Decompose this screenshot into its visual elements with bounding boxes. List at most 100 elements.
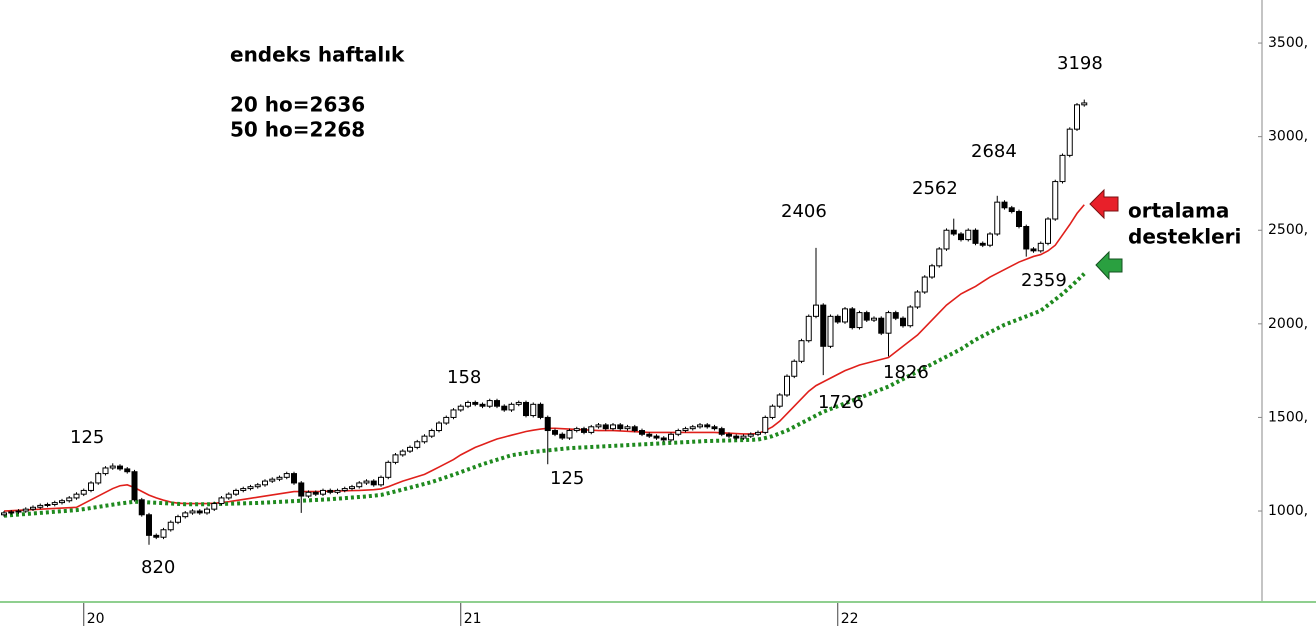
candle-body (820, 304, 827, 347)
candle-body (827, 315, 834, 347)
candle-body (791, 360, 798, 377)
candle-body (283, 473, 290, 478)
y-tick-label: 1000, (1268, 503, 1308, 519)
candle-body (189, 510, 196, 514)
candle-body (784, 375, 790, 396)
candle-body (805, 315, 812, 342)
annotation: 820 (141, 557, 175, 578)
candle-body (182, 512, 189, 518)
candle-body (80, 489, 87, 495)
candle-body (842, 308, 848, 323)
annotation: 1826 (883, 362, 929, 383)
candle-body (972, 229, 979, 244)
candle-body (8, 511, 15, 514)
candle-body (218, 497, 225, 505)
annotation: 125 (70, 427, 104, 448)
candle-body (436, 422, 442, 432)
candle-body (1074, 104, 1080, 130)
candle-body (479, 403, 486, 407)
candle-body (943, 229, 950, 250)
candle-body (457, 405, 464, 411)
candle-body (733, 435, 740, 439)
candle-body (537, 403, 544, 418)
candle-body (508, 403, 515, 411)
candle-body (979, 242, 986, 246)
candle-body (160, 529, 167, 538)
candle-body (1037, 242, 1044, 252)
candle-body (863, 312, 870, 321)
candle-body (233, 489, 239, 495)
moving-average-line (3, 272, 1086, 518)
candle-body (668, 433, 674, 441)
candle-body (559, 433, 566, 439)
candle-body (994, 201, 1001, 235)
annotation: 2406 (781, 201, 827, 222)
side-label: ortalama (1128, 199, 1229, 223)
candle-body (1059, 154, 1066, 183)
candle-body (146, 514, 152, 536)
annotation: 2562 (912, 178, 958, 199)
x-tick-label: 20 (87, 611, 105, 627)
candle-body (617, 424, 624, 430)
candle-body (544, 416, 551, 432)
candle-body (588, 426, 595, 433)
annotation: 2359 (1021, 270, 1067, 291)
candle-body (958, 233, 964, 241)
candle-body (262, 480, 268, 486)
candle-body (472, 401, 479, 405)
note: 50 ho=2268 (230, 118, 365, 142)
candle-body (798, 340, 805, 362)
candle-body (595, 424, 602, 428)
annotation: 3198 (1057, 53, 1103, 74)
candle-body (718, 428, 725, 435)
candle-body (885, 312, 892, 334)
candle-body (37, 504, 44, 508)
candle-body (88, 482, 94, 491)
candle-body (428, 430, 435, 437)
candle-body (900, 317, 906, 327)
candle-body (211, 503, 218, 510)
candle-body (704, 424, 711, 428)
annotation: 2684 (971, 141, 1017, 162)
candle-body (450, 409, 457, 418)
candle-body (689, 426, 696, 430)
candle-body (1, 512, 7, 516)
plot-area (1, 99, 1088, 545)
candle-body (950, 229, 957, 235)
candle-body (399, 450, 406, 456)
candle-body (1052, 181, 1059, 220)
candle-body (109, 465, 116, 469)
candle-body (515, 401, 522, 405)
candle-body (501, 405, 508, 411)
candle-body (51, 502, 58, 505)
candle-body (312, 491, 319, 495)
candle-body (414, 441, 421, 448)
candle-body (639, 430, 645, 435)
y-tick-label: 2500, (1268, 222, 1308, 238)
candle-body (987, 233, 993, 246)
x-tick-label: 22 (841, 611, 859, 627)
candle-body (892, 312, 899, 319)
candle-body (327, 489, 334, 493)
candle-body (566, 430, 573, 439)
note: 20 ho=2636 (230, 93, 365, 117)
candle-body (1045, 218, 1051, 244)
candle-body (305, 491, 312, 497)
candle-body (341, 488, 348, 491)
candle-body (776, 394, 783, 407)
candle-body (871, 317, 877, 321)
candle-body (378, 476, 384, 486)
candle-body (675, 430, 682, 435)
candle-body (755, 431, 761, 435)
candle-body (334, 489, 341, 493)
candle-body (443, 416, 450, 424)
candle-body (247, 486, 254, 490)
candle-body (291, 473, 297, 484)
candle-body (254, 484, 261, 488)
candle-body (523, 401, 529, 417)
green-arrow (1095, 250, 1123, 281)
candle-body (356, 482, 363, 488)
candle-body (370, 480, 377, 486)
candle-body (138, 499, 145, 516)
